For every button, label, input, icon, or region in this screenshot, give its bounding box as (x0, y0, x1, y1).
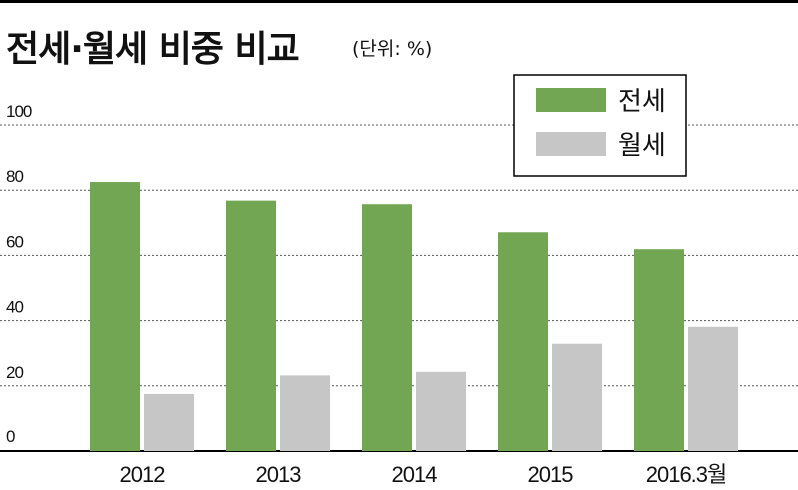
bar-jeonse-1 (226, 200, 276, 451)
x-tick-labels: 2012 2013 2014 2015 2016.3월 (120, 462, 728, 487)
top-rule (0, 0, 798, 3)
y-tick-label: 100 (6, 102, 32, 121)
legend-swatch-wolse (536, 132, 606, 156)
bar-wolse-0 (144, 393, 194, 451)
bar-jeonse-2 (362, 204, 412, 451)
x-tick-label: 2013 (256, 462, 302, 487)
y-tick-label: 60 (6, 232, 23, 251)
bar-wolse-4 (688, 326, 738, 451)
x-tick-label: 2012 (120, 462, 166, 487)
y-tick-label: 80 (6, 167, 23, 186)
y-tick-label: 0 (6, 427, 15, 446)
x-tick-label: 2016.3월 (646, 462, 727, 487)
y-tick-label: 20 (6, 363, 23, 382)
y-tick-label: 40 (6, 298, 23, 317)
legend-box (513, 74, 687, 177)
bars (90, 182, 738, 452)
bar-jeonse-3 (498, 232, 548, 451)
bar-wolse-3 (552, 343, 602, 451)
x-tick-label: 2014 (392, 462, 438, 487)
bar-jeonse-0 (90, 182, 140, 452)
bar-wolse-2 (416, 371, 466, 451)
legend-label: 전세 (618, 87, 666, 117)
unit-label: (단위: %) (352, 38, 433, 60)
legend-label: 월세 (618, 131, 666, 161)
y-tick-labels: 0 20 40 60 80 100 (6, 102, 33, 446)
bar-wolse-1 (280, 375, 330, 451)
legend-swatch-jeonse (536, 88, 606, 112)
chart-title: 전세·월세 비중 비교 (6, 29, 300, 70)
x-tick-label: 2015 (528, 462, 574, 487)
bar-jeonse-4 (634, 249, 684, 451)
